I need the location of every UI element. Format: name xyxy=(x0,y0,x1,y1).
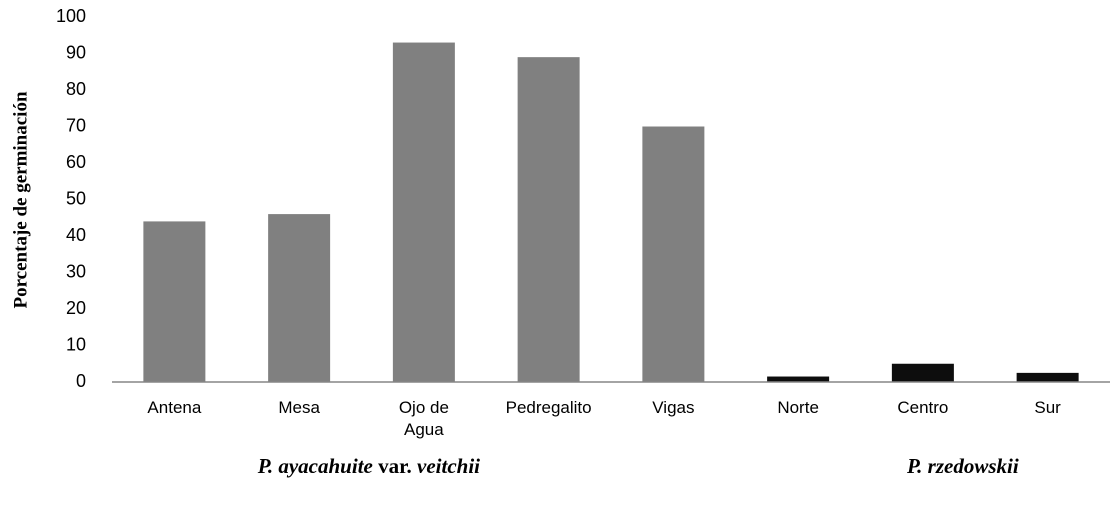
y-tick-label: 10 xyxy=(66,334,86,354)
x-tick-label: Ojo de Agua xyxy=(398,398,449,439)
bar xyxy=(767,376,830,382)
x-tick-label-box: Centro xyxy=(860,397,986,419)
bar xyxy=(1016,372,1079,382)
x-tick-label: Mesa xyxy=(278,398,320,417)
y-axis-label: Porcentaje de germinación xyxy=(10,91,31,308)
y-tick-label: 100 xyxy=(56,6,86,26)
y-tick-label: 50 xyxy=(66,188,86,208)
x-tick-label-box: Ojo de Agua xyxy=(361,397,487,441)
x-tick-label: Sur xyxy=(1034,398,1061,417)
x-tick-label-box: Antena xyxy=(111,397,237,419)
x-tick-label-box: Vigas xyxy=(610,397,736,419)
group-label: P. rzedowskii xyxy=(906,454,1019,478)
y-tick-label: 70 xyxy=(66,115,86,135)
y-tick-label: 30 xyxy=(66,261,86,281)
x-tick-label: Pedregalito xyxy=(505,398,592,417)
bar xyxy=(517,57,580,383)
group-label-part: var. xyxy=(373,454,417,478)
group-label-part: P. ayacahuite xyxy=(257,454,373,478)
x-tick-label: Antena xyxy=(147,398,202,417)
bar xyxy=(891,363,954,382)
y-tick-label: 80 xyxy=(66,79,86,99)
bar xyxy=(642,126,705,382)
y-tick-label: 40 xyxy=(66,225,86,245)
bar xyxy=(143,221,206,382)
x-tick-label-box: Mesa xyxy=(236,397,362,419)
x-tick-label: Vigas xyxy=(652,398,695,417)
bar xyxy=(392,42,455,383)
x-tick-label-box: Sur xyxy=(985,397,1111,419)
group-label-part: veitchii xyxy=(417,454,480,478)
x-tick-label: Norte xyxy=(777,398,819,417)
group-label-part: P. rzedowskii xyxy=(906,454,1019,478)
x-tick-label-box: Norte xyxy=(735,397,861,419)
y-tick-label: 20 xyxy=(66,298,86,318)
bar xyxy=(268,214,331,382)
y-tick-label: 60 xyxy=(66,152,86,172)
y-tick-label: 0 xyxy=(76,371,86,391)
y-tick-label: 90 xyxy=(66,42,86,62)
x-tick-label-box: Pedregalito xyxy=(486,397,612,419)
group-label: P. ayacahuite var. veitchii xyxy=(257,454,480,478)
x-tick-label: Centro xyxy=(897,398,949,417)
